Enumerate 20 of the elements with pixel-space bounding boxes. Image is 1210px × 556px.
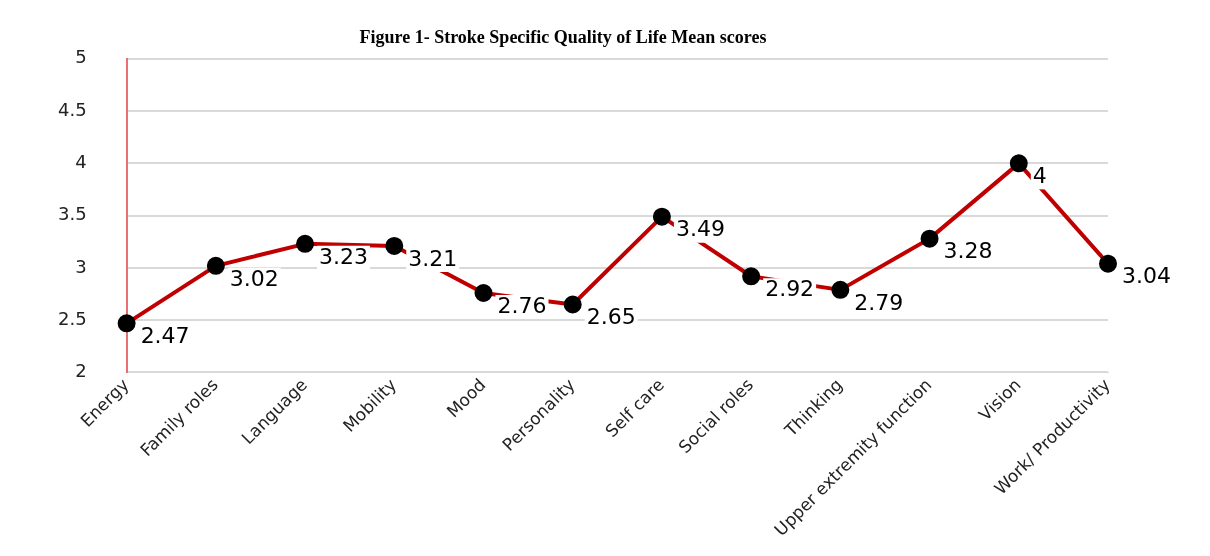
data-label: 2.65 bbox=[586, 304, 636, 330]
data-label: 2.79 bbox=[854, 289, 904, 315]
y-tick-label: 4.5 bbox=[57, 98, 87, 120]
data-label: 2.47 bbox=[140, 323, 190, 349]
chart-title: Figure 1- Stroke Specific Quality of Life Mean scores bbox=[359, 26, 767, 47]
data-label: 3.28 bbox=[943, 238, 993, 264]
data-label: 3.21 bbox=[408, 245, 458, 271]
y-tick-label: 3 bbox=[75, 255, 87, 277]
data-label: 3.23 bbox=[319, 243, 369, 269]
y-tick-label: 5 bbox=[75, 46, 87, 68]
data-label: 3.04 bbox=[1122, 263, 1171, 289]
y-tick-label: 2.5 bbox=[57, 307, 87, 329]
y-tick-label: 2 bbox=[75, 360, 87, 382]
data-label: 3.49 bbox=[675, 216, 725, 242]
y-tick-label: 4 bbox=[75, 151, 87, 173]
data-label: 2.92 bbox=[765, 276, 815, 301]
data-label: 3.02 bbox=[229, 265, 279, 291]
data-label: 4 bbox=[1032, 163, 1047, 189]
y-tick-label: 3.5 bbox=[57, 203, 87, 225]
data-label: 2.76 bbox=[497, 292, 547, 318]
